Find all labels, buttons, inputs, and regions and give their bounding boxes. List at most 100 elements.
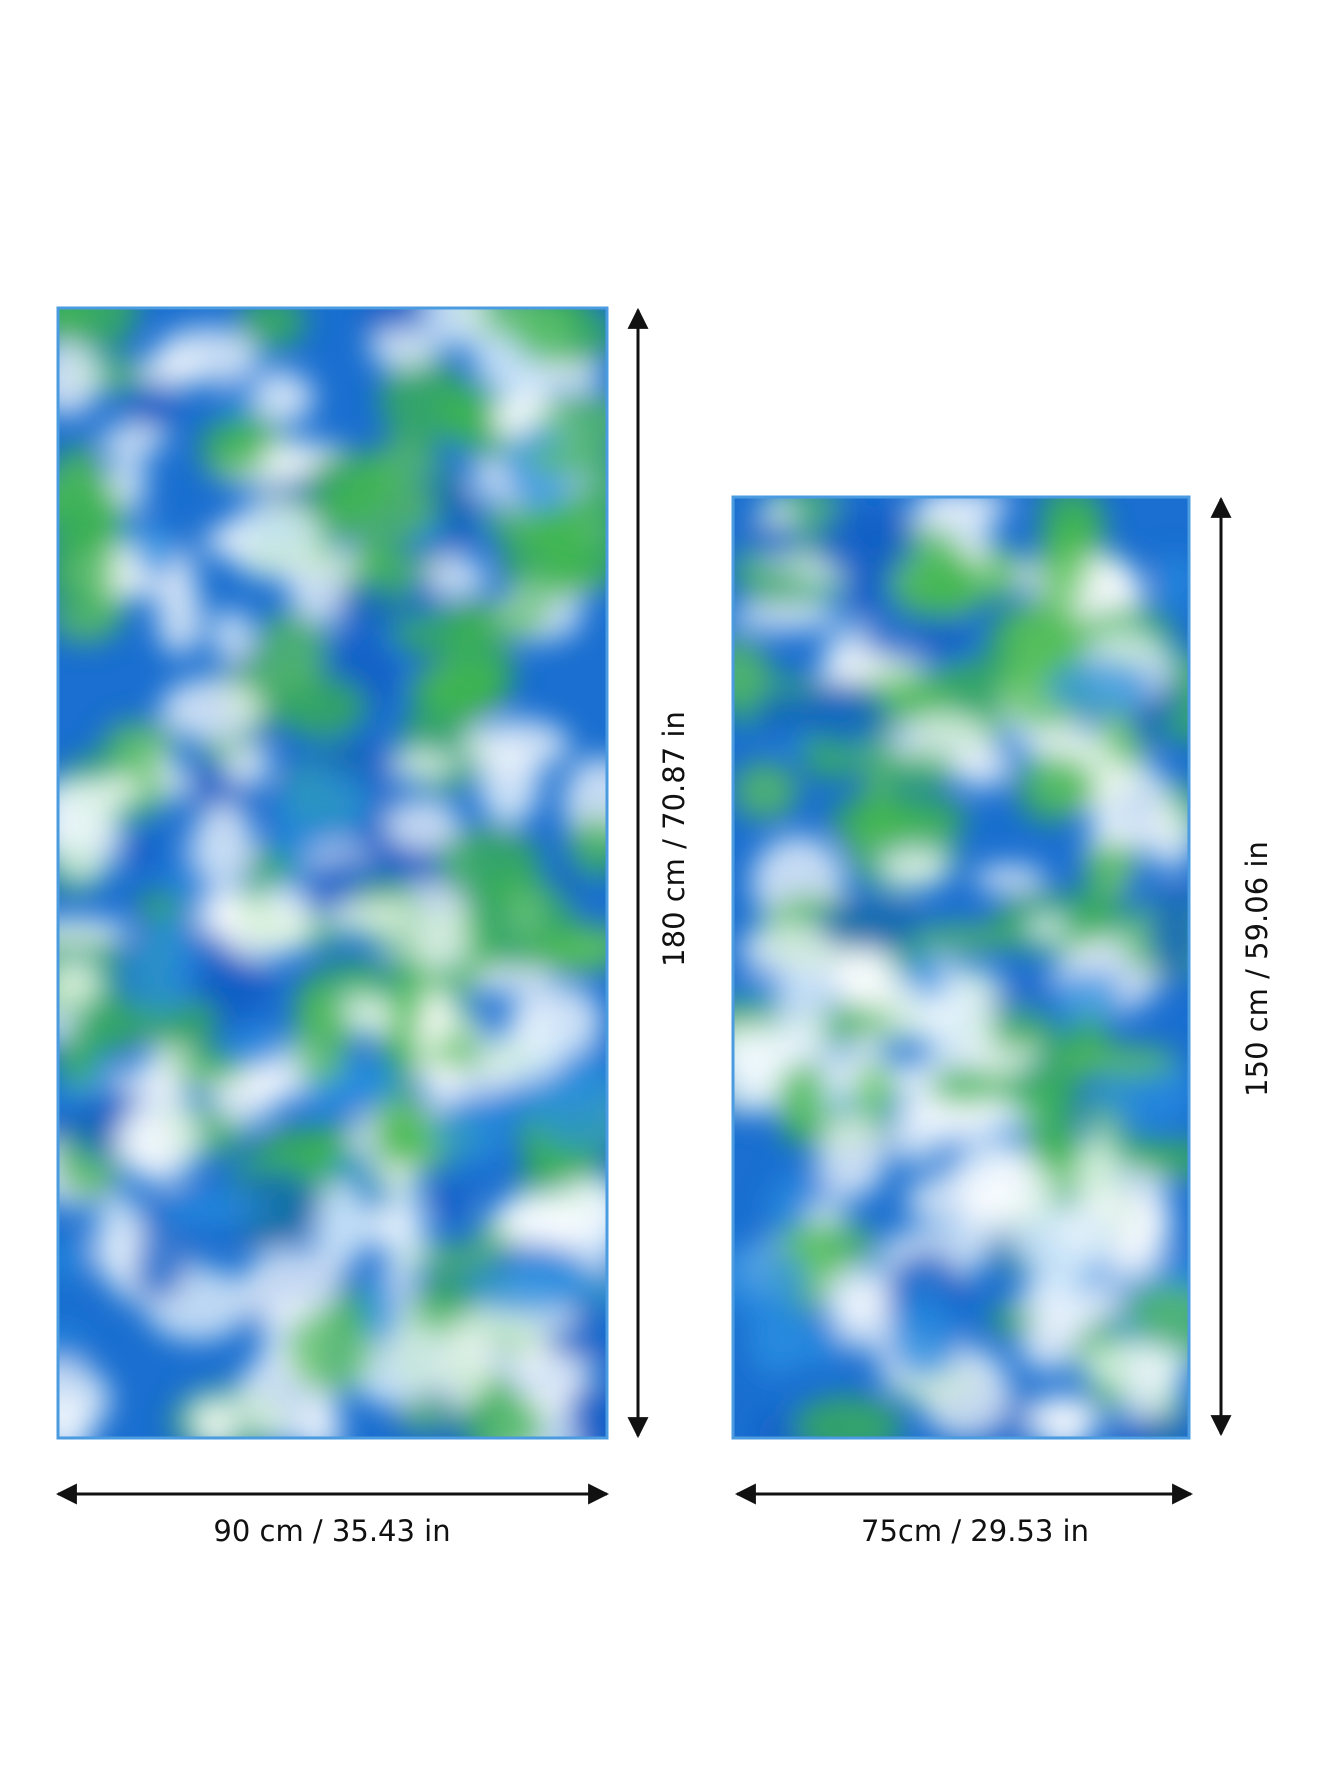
dye-spot [398,1401,451,1431]
dye-spot [908,556,991,601]
dye-spot [973,864,1047,893]
dye-spot [133,529,180,582]
dye-spot [58,530,117,609]
dye-spot [188,1395,241,1438]
dye-spot [953,1138,1033,1222]
small-towel [731,495,1191,1440]
dye-spot [404,677,510,707]
dye-spot [733,601,842,633]
dye-spot [384,947,428,1039]
dye-spot [1062,1044,1179,1080]
dye-spot [58,787,120,882]
dye-spot [362,1266,401,1346]
dye-spot [154,1190,266,1226]
dye-spot [58,341,101,417]
dye-spot [94,1190,143,1281]
width-label: 75cm / 29.53 in [861,1514,1089,1548]
dye-spot [1003,600,1089,672]
dye-spot [58,1361,111,1438]
dye-spot [955,749,1010,790]
dye-spot [477,1033,563,1084]
dye-spot [286,1307,374,1393]
dye-spot [568,814,607,879]
large-towel [56,306,609,1440]
dye-spot [1134,1139,1189,1179]
dye-spot [313,1182,364,1273]
dye-spot [255,612,328,689]
dye-spot [852,1061,896,1120]
dye-spot [929,1066,1003,1106]
dye-spot [489,599,550,636]
dye-spot [1092,757,1171,850]
dye-spot [98,424,167,456]
dye-spot [345,961,383,999]
height-label: 150 cm / 59.06 in [1240,841,1274,1097]
dye-spot [127,1206,191,1303]
dye-spot [222,744,273,786]
dye-spot [237,308,306,351]
dye-spot [1054,770,1100,806]
dye-spot [436,1319,492,1413]
dye-spot [159,678,261,742]
dye-spot [853,795,970,837]
dye-spot [213,897,314,960]
dye-spot [466,1265,577,1317]
dye-spot [810,505,917,581]
dye-spot [733,761,799,821]
dye-spot [752,689,818,739]
dye-spot [432,1093,510,1165]
dye-spot [566,1379,607,1438]
dye-spot [824,973,918,1007]
dye-spot [533,498,607,591]
dye-spot [100,774,143,804]
dye-spot [1028,1206,1090,1303]
dye-spot [528,1065,607,1149]
dye-spot [885,1293,963,1380]
dye-spot [989,1305,1035,1336]
dye-spot [428,1183,465,1220]
dye-spot [141,1041,197,1101]
dye-spot [332,582,395,636]
dye-spot [860,728,898,813]
dye-spot [211,609,254,663]
height-label: 180 cm / 70.87 in [657,711,691,967]
dye-spot [273,675,367,738]
dye-spot [273,767,371,847]
dye-spot [222,1169,323,1245]
dye-spot [223,499,324,580]
dye-spot [155,575,204,656]
dye-spot [1039,1394,1091,1438]
dye-spot [790,1219,876,1272]
dye-spot [1078,1340,1189,1390]
dye-spot [777,960,830,1055]
dye-spot [1039,497,1102,551]
dye-spot [123,1090,201,1186]
dye-spot [776,1059,826,1136]
dye-spot [199,417,268,480]
dye-spot [478,744,541,825]
dye-spot [292,990,350,1085]
dye-spot [912,497,1011,524]
dye-spot [913,924,1012,954]
dye-spot [58,1029,98,1089]
dye-spot [733,638,770,701]
dye-spot [817,1114,887,1199]
dye-spot [58,308,139,354]
dye-spot [137,354,205,387]
dye-spot [369,326,439,369]
dye-spot [923,987,997,1061]
dye-spot [1025,1086,1076,1173]
dye-spot [880,847,951,889]
dye-spot [801,680,889,747]
dye-spot [1046,658,1152,716]
dye-spot [740,519,804,561]
dye-spot [527,444,590,474]
dye-spot [924,659,1016,731]
dye-spot [738,923,837,976]
dye-spot [833,1281,900,1349]
dye-spot [380,353,462,445]
dye-spot [572,1177,607,1271]
width-label: 90 cm / 35.43 in [213,1514,450,1548]
dye-spot [1061,1192,1174,1263]
